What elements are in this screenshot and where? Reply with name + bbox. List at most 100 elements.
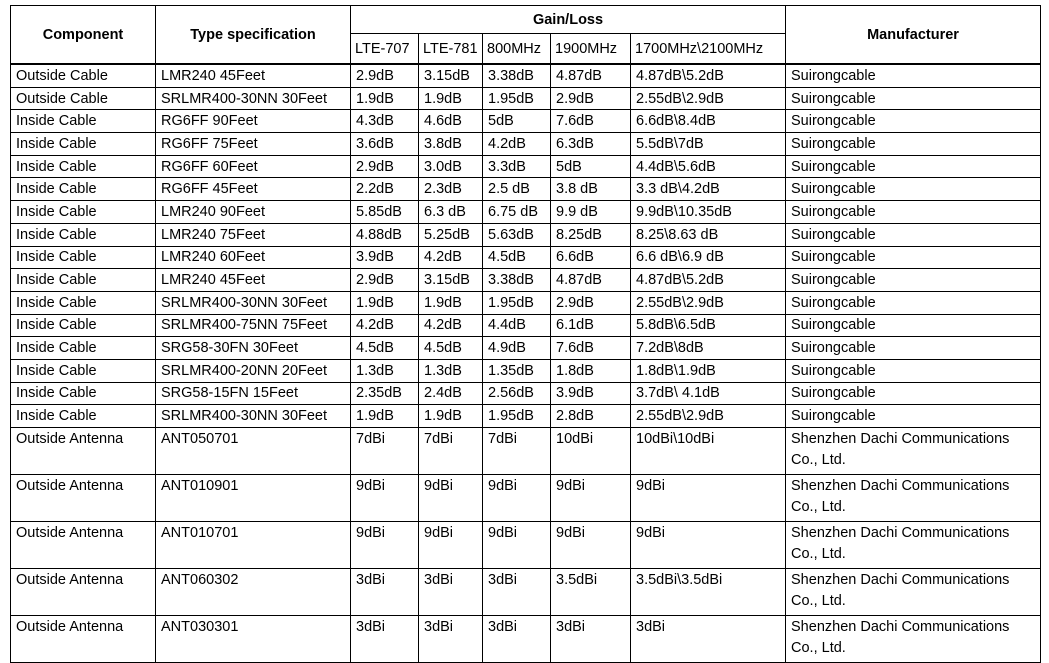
component-cell: Inside Cable <box>10 154 156 179</box>
component-cell: Inside Cable <box>10 381 156 406</box>
value-cell: 4.88dB <box>350 222 419 247</box>
component-cell: Outside Antenna <box>10 427 156 475</box>
value-cell: 3.9dB <box>350 245 419 270</box>
value-cell: 4.87dB\5.2dB <box>629 62 787 88</box>
table-row: Inside Cable RG6FF 60Feet 2.9dB 3.0dB 3.3dB 5… <box>10 154 1042 179</box>
value-cell: 10dBi\10dBi <box>629 427 787 475</box>
component-cell: Outside Antenna <box>10 474 156 522</box>
value-cell: 2.3dB <box>418 177 483 202</box>
value-cell: 1.3dB <box>350 358 419 383</box>
value-cell: 4.87dB <box>550 62 631 88</box>
manufacturer-cell: Suirongcable <box>785 86 1042 111</box>
value-cell: 7dBi <box>482 427 551 475</box>
value-cell: 1.95dB <box>482 86 551 111</box>
value-cell: 5dB <box>550 154 631 179</box>
value-cell: 4.2dB <box>350 313 419 338</box>
value-cell: 3.5dBi <box>550 568 631 616</box>
value-cell: 6.6 dB\6.9 dB <box>629 245 787 270</box>
value-cell: 4.5dB <box>482 245 551 270</box>
value-cell: 7.2dB\8dB <box>629 336 787 360</box>
type-cell: ANT060302 <box>155 568 351 616</box>
value-cell: 4.87dB <box>550 268 631 292</box>
value-cell: 4.5dB <box>350 336 419 360</box>
value-cell: 3.8dB <box>418 132 483 156</box>
table-row: Inside Cable RG6FF 90Feet 4.3dB 4.6dB 5dB 7.6… <box>10 109 1042 134</box>
manufacturer-cell: Suirongcable <box>785 132 1042 156</box>
manufacturer-cell: Suirongcable <box>785 154 1042 179</box>
value-cell: 2.55dB\2.9dB <box>629 86 787 111</box>
table-row: Outside Cable LMR240 45Feet 2.9dB 3.15dB 3.3… <box>10 62 1042 88</box>
value-cell: 4.2dB <box>418 245 483 270</box>
type-cell: ANT050701 <box>155 427 351 475</box>
type-cell: SRG58-30FN 30Feet <box>155 336 351 360</box>
component-cell: Outside Antenna <box>10 521 156 569</box>
table-row: Outside Cable SRLMR400-30NN 30Feet 1.9dB 1.… <box>10 86 1042 111</box>
value-cell: 5.25dB <box>418 222 483 247</box>
value-cell: 3.38dB <box>482 62 551 88</box>
value-cell: 10dBi <box>550 427 631 475</box>
component-cell: Inside Cable <box>10 109 156 134</box>
component-cell: Outside Antenna <box>10 568 156 616</box>
table-row: Inside Cable LMR240 45Feet 2.9dB 3.15dB 3.38… <box>10 268 1042 292</box>
value-cell: 4.3dB <box>350 109 419 134</box>
value-cell: 1.9dB <box>418 404 483 428</box>
manufacturer-cell: Suirongcable <box>785 358 1042 383</box>
manufacturer-cell: Shenzhen Dachi Communications Co., Ltd. <box>785 474 1042 522</box>
value-cell: 3.0dB <box>418 154 483 179</box>
header-manufacturer: Manufacturer <box>785 5 1042 65</box>
component-cell: Inside Cable <box>10 313 156 338</box>
manufacturer-cell: Suirongcable <box>785 336 1042 360</box>
manufacturer-cell: Suirongcable <box>785 290 1042 315</box>
component-cell: Inside Cable <box>10 268 156 292</box>
value-cell: 9.9 dB <box>550 200 631 224</box>
type-cell: SRLMR400-30NN 30Feet <box>155 404 351 428</box>
table-row: Outside Antenna ANT050701 7dBi 7dBi 7dBi 10dB… <box>10 427 1042 475</box>
value-cell: 9dBi <box>629 521 787 569</box>
value-cell: 1.35dB <box>482 358 551 383</box>
type-cell: LMR240 75Feet <box>155 222 351 247</box>
type-cell: ANT010701 <box>155 521 351 569</box>
value-cell: 1.3dB <box>418 358 483 383</box>
manufacturer-cell: Suirongcable <box>785 245 1042 270</box>
value-cell: 3dBi <box>629 615 787 663</box>
component-cell: Outside Cable <box>10 62 156 88</box>
value-cell: 1.95dB <box>482 290 551 315</box>
value-cell: 2.55dB\2.9dB <box>629 290 787 315</box>
value-cell: 7dBi <box>350 427 419 475</box>
type-cell: LMR240 45Feet <box>155 62 351 88</box>
value-cell: 9dBi <box>418 521 483 569</box>
value-cell: 1.9dB <box>350 404 419 428</box>
component-cell: Inside Cable <box>10 358 156 383</box>
value-cell: 2.4dB <box>418 381 483 406</box>
value-cell: 3.38dB <box>482 268 551 292</box>
value-cell: 2.55dB\2.9dB <box>629 404 787 428</box>
value-cell: 2.8dB <box>550 404 631 428</box>
manufacturer-cell: Shenzhen Dachi Communications Co., Ltd. <box>785 615 1042 663</box>
value-cell: 9dBi <box>350 474 419 522</box>
table-row: Inside Cable SRG58-30FN 30Feet 4.5dB 4.5dB 4… <box>10 336 1042 360</box>
type-cell: RG6FF 90Feet <box>155 109 351 134</box>
value-cell: 9dBi <box>350 521 419 569</box>
manufacturer-cell: Suirongcable <box>785 268 1042 292</box>
value-cell: 2.9dB <box>350 154 419 179</box>
table-row: Inside Cable LMR240 60Feet 3.9dB 4.2dB 4.5dB… <box>10 245 1042 270</box>
value-cell: 6.3 dB <box>418 200 483 224</box>
value-cell: 2.2dB <box>350 177 419 202</box>
manufacturer-cell: Suirongcable <box>785 404 1042 428</box>
type-cell: RG6FF 60Feet <box>155 154 351 179</box>
value-cell: 3dBi <box>418 568 483 616</box>
value-cell: 3dBi <box>482 615 551 663</box>
component-cell: Inside Cable <box>10 132 156 156</box>
table-row: Inside Cable SRLMR400-30NN 30Feet 1.9dB 1.9… <box>10 290 1042 315</box>
value-cell: 3.3dB <box>482 154 551 179</box>
component-cell: Outside Cable <box>10 86 156 111</box>
value-cell: 3.7dB\ 4.1dB <box>629 381 787 406</box>
value-cell: 8.25\8.63 dB <box>629 222 787 247</box>
value-cell: 5.63dB <box>482 222 551 247</box>
value-cell: 3.6dB <box>350 132 419 156</box>
value-cell: 2.5 dB <box>482 177 551 202</box>
manufacturer-cell: Shenzhen Dachi Communications Co., Ltd. <box>785 568 1042 616</box>
manufacturer-cell: Suirongcable <box>785 109 1042 134</box>
type-cell: SRLMR400-75NN 75Feet <box>155 313 351 338</box>
value-cell: 2.9dB <box>550 86 631 111</box>
